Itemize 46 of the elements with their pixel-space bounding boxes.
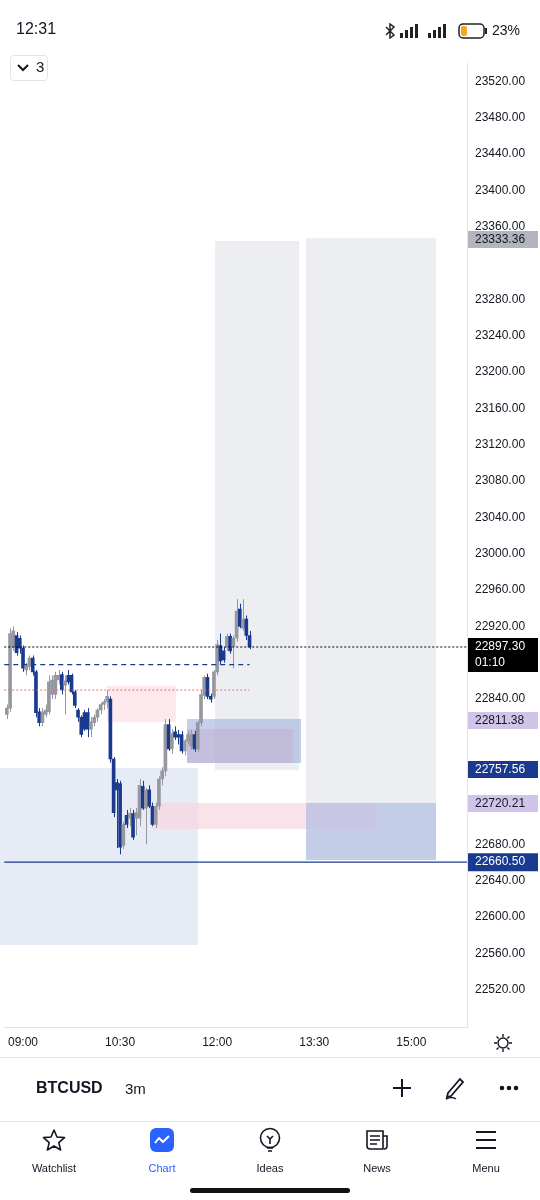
y-tick-label: 23120.00 xyxy=(475,437,526,452)
text: 22720.21 xyxy=(468,795,538,812)
y-tick-label: 23400.00 xyxy=(475,182,526,197)
candlestick xyxy=(170,728,174,755)
text: Ideas xyxy=(255,1162,285,1174)
y-tick-label: 22600.00 xyxy=(475,909,526,924)
text: 22811.38 xyxy=(468,712,538,729)
y-tick-label: 22520.00 xyxy=(475,982,526,997)
text: 23% xyxy=(492,22,521,38)
x-tick-label: 12:00 xyxy=(202,1034,233,1049)
y-tick-label: 23000.00 xyxy=(475,546,526,561)
y-tick-label: 23240.00 xyxy=(475,328,526,343)
y-tick-label: 22560.00 xyxy=(475,945,526,960)
text: 3m xyxy=(125,1080,146,1097)
x-tick-label: 13:30 xyxy=(299,1034,330,1049)
y-tick-label: 23160.00 xyxy=(475,400,526,415)
candlestick xyxy=(238,603,242,629)
ref-line-label: 22660.50 xyxy=(475,854,526,869)
y-tick-label: 23080.00 xyxy=(475,473,526,488)
x-tick-label: 15:00 xyxy=(396,1034,427,1049)
x-tick-label: 09:00 xyxy=(8,1034,39,1049)
candlestick xyxy=(63,674,67,716)
text: 12:31 xyxy=(16,20,57,38)
y-tick-label: 23360.00 xyxy=(475,219,526,234)
candlestick xyxy=(85,707,90,738)
text: Menu xyxy=(471,1162,501,1174)
text: News xyxy=(362,1162,392,1174)
text: Watchlist xyxy=(30,1162,78,1174)
y-tick-label: 23440.00 xyxy=(475,146,526,161)
y-tick-label: 22680.00 xyxy=(475,836,526,851)
text: 23333.36 xyxy=(468,231,538,248)
text: Chart xyxy=(147,1162,177,1174)
annotation: 3 xyxy=(36,58,45,75)
text: BTCUSD xyxy=(36,1079,103,1097)
x-tick-label: 10:30 xyxy=(105,1034,136,1049)
y-tick-label: 22640.00 xyxy=(475,873,526,888)
y-tick-label: 23040.00 xyxy=(475,509,526,524)
y-tick-label: 22840.00 xyxy=(475,691,526,706)
y-tick-label: 23200.00 xyxy=(475,364,526,379)
y-tick-label: 23280.00 xyxy=(475,291,526,306)
y-tick-label: 22920.00 xyxy=(475,618,526,633)
y-tick-label: 23520.00 xyxy=(475,73,526,88)
text: 22757.56 xyxy=(468,761,538,778)
y-tick-label: 22960.00 xyxy=(475,582,526,597)
y-tick-label: 23480.00 xyxy=(475,110,526,125)
ref-line-label: 22897.30 01:10 xyxy=(475,639,526,670)
